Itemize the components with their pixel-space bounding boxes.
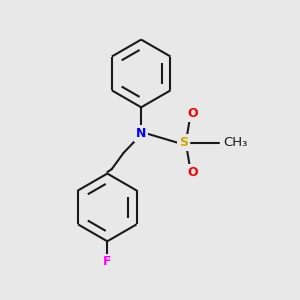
Text: O: O — [188, 107, 198, 120]
Text: F: F — [103, 255, 112, 268]
Text: O: O — [188, 166, 198, 178]
Text: S: S — [179, 136, 188, 149]
Text: CH₃: CH₃ — [224, 136, 248, 149]
Text: N: N — [136, 127, 146, 140]
